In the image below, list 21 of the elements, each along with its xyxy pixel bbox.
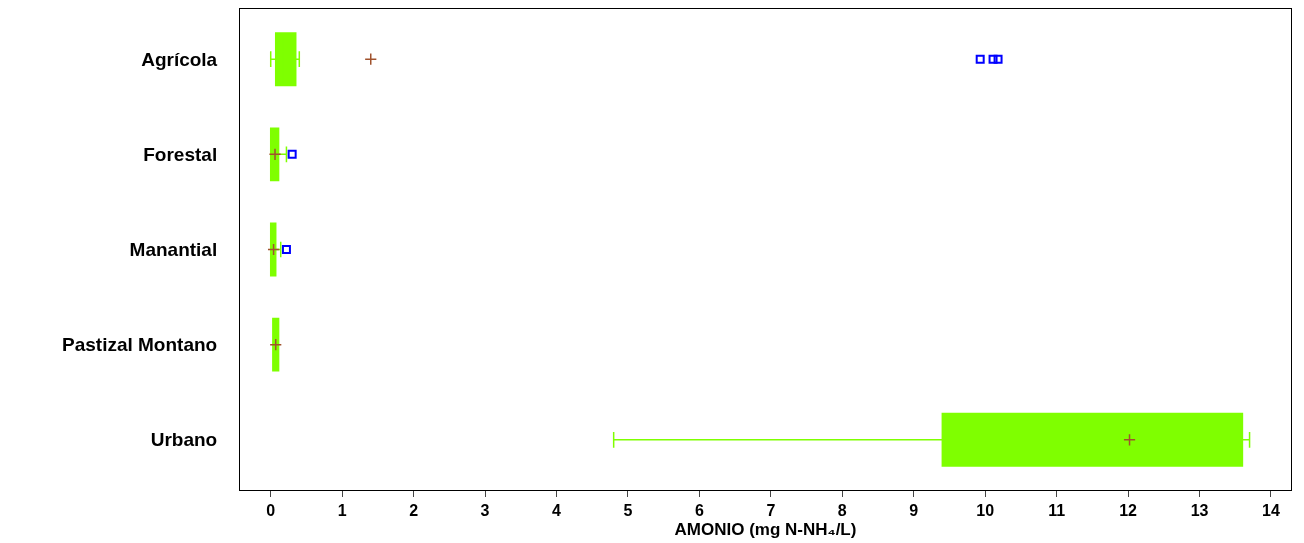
- x-tick-label: 2: [409, 502, 419, 520]
- y-tick-label: Urbano: [150, 429, 218, 451]
- x-tick-label: 5: [623, 502, 633, 520]
- x-tick-label: 8: [837, 502, 847, 520]
- x-tick-label: 1: [337, 502, 347, 520]
- x-tick-label: 12: [1119, 502, 1138, 520]
- x-tick-label: 3: [480, 502, 490, 520]
- y-tick-label: Agrícola: [141, 48, 218, 70]
- x-tick-label: 13: [1190, 502, 1209, 520]
- y-tick-label: Pastizal Montano: [62, 334, 218, 356]
- y-tick-label: Forestal: [143, 144, 218, 166]
- x-tick-label: 4: [552, 502, 562, 520]
- x-tick-label: 14: [1262, 502, 1280, 520]
- x-tick-label: 11: [1048, 502, 1066, 520]
- x-tick-label: 10: [976, 502, 995, 520]
- y-tick-label: Manantial: [129, 239, 218, 261]
- x-tick-label: 7: [766, 502, 776, 520]
- x-axis-title: AMONIO (mg N-NH₄/L): [674, 519, 857, 539]
- x-tick-label: 0: [266, 502, 276, 520]
- x-tick-label: 9: [909, 502, 919, 520]
- x-tick-label: 6: [694, 502, 704, 520]
